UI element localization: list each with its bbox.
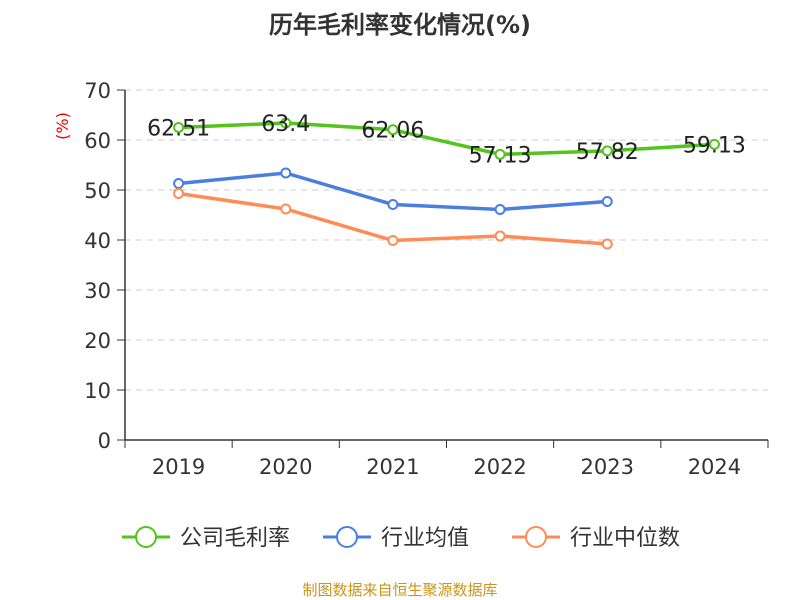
series-line-0 (178, 121, 715, 157)
data-point (280, 203, 292, 215)
data-label: 57.13 (469, 143, 532, 168)
data-point (601, 196, 613, 207)
data-label: 62.06 (361, 119, 424, 144)
x-tick-label: 2023 (581, 455, 634, 479)
data-label: 57.82 (576, 140, 639, 165)
x-tick-label: 2021 (366, 455, 419, 479)
legend-label: 行业均值 (381, 526, 469, 551)
data-point (173, 188, 185, 199)
y-tick-label: 40 (84, 229, 111, 253)
data-label: 62.51 (147, 116, 210, 141)
data-label: 63.4 (261, 112, 310, 137)
y-tick-label: 70 (84, 79, 111, 103)
legend-label: 公司毛利率 (180, 526, 290, 551)
y-tick-label: 30 (84, 279, 111, 303)
y-tick-label: 10 (84, 379, 111, 403)
data-point (280, 167, 292, 179)
legend-marker (135, 526, 157, 548)
data-point (494, 204, 506, 215)
legend-marker (336, 526, 358, 548)
y-tick-label: 20 (84, 329, 111, 353)
data-point (387, 235, 399, 246)
data-point (708, 138, 720, 150)
legend-label: 行业中位数 (570, 526, 680, 551)
data-point (280, 117, 292, 129)
data-point (387, 124, 399, 136)
x-tick-label: 2024 (688, 455, 741, 479)
chart-title: 历年毛利率变化情况(%) (269, 11, 531, 39)
data-point (173, 121, 185, 133)
data-point (601, 145, 613, 157)
data-point (173, 178, 185, 189)
x-tick-label: 2020 (259, 455, 312, 479)
y-tick-label: 60 (84, 129, 111, 153)
y-tick-label: 50 (84, 179, 111, 203)
data-label: 59.13 (683, 133, 746, 158)
y-axis-label: (%) (53, 112, 72, 140)
source-note: 制图数据来自恒生聚源数据库 (302, 581, 497, 599)
x-tick-label: 2019 (152, 455, 205, 479)
data-point (494, 230, 506, 242)
x-tick-label: 2022 (473, 455, 526, 479)
y-tick-label: 0 (98, 429, 111, 453)
data-point (494, 148, 506, 160)
data-point (601, 238, 613, 250)
legend-marker (525, 526, 547, 548)
data-point (387, 199, 399, 210)
